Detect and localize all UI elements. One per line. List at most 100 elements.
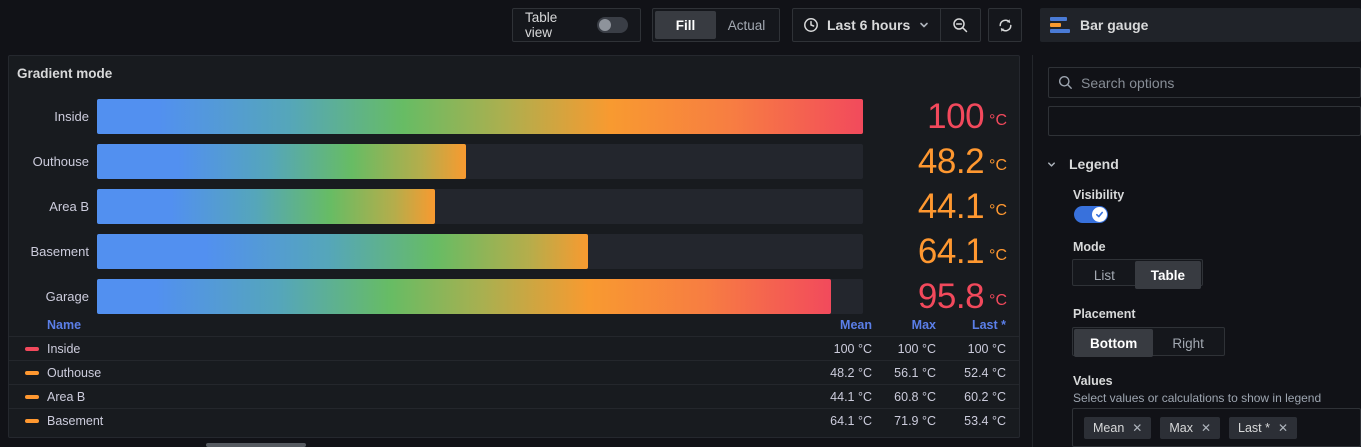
- bar-value: 95.8 °C: [863, 276, 1007, 316]
- series-name[interactable]: Basement: [47, 413, 104, 428]
- legend-column-header[interactable]: Max: [911, 318, 936, 332]
- search-icon: [1059, 76, 1072, 89]
- table-view-toggle[interactable]: [596, 17, 628, 33]
- refresh-icon: [998, 18, 1012, 32]
- bar-gauge-row: Basement 64.1 °C: [9, 231, 1019, 271]
- bar-gauge-panel: Gradient mode Inside 100 °C Outhouse 48.2 °C A…: [8, 55, 1020, 438]
- zoom-out-icon: [953, 17, 968, 32]
- legend-table-row: Area B 44.1 °C 60.8 °C 60.2 °C: [9, 384, 1019, 408]
- fill-button[interactable]: Fill: [655, 11, 716, 39]
- remove-icon[interactable]: ✕: [1132, 420, 1143, 435]
- tag-label: Max: [1169, 420, 1193, 435]
- bar-fill: [97, 99, 863, 134]
- legend-table-row: Basement 64.1 °C 71.9 °C 53.4 °C: [9, 408, 1019, 432]
- bar-value-number: 48.2: [917, 141, 985, 181]
- bar-fill: [97, 189, 435, 224]
- value-tag-last[interactable]: Last * ✕: [1229, 416, 1298, 439]
- legend-section-title: Legend: [1069, 156, 1119, 172]
- time-range-picker[interactable]: Last 6 hours: [793, 9, 940, 41]
- horizontal-scrollbar[interactable]: [206, 443, 306, 447]
- bar-value: 44.1 °C: [863, 186, 1007, 226]
- series-name[interactable]: Outhouse: [47, 365, 102, 380]
- remove-icon[interactable]: ✕: [1200, 420, 1212, 435]
- legend-cell: 48.2 °C: [830, 365, 872, 380]
- bar-gauge-icon: [1050, 17, 1070, 33]
- bar-value-number: 64.1: [917, 231, 985, 271]
- series-color-dash[interactable]: [25, 346, 39, 351]
- legend-table-row: Inside 100 °C 100 °C 100 °C: [9, 336, 1019, 360]
- bar-fill: [97, 279, 831, 314]
- legend-table: Name Mean Max Last * Inside 100 °C 100 °C 100 …: [9, 314, 1019, 432]
- series-color-dash[interactable]: [25, 394, 39, 399]
- bar-track: [97, 99, 863, 134]
- legend-cell: 71.9 °C: [894, 413, 936, 428]
- value-tag-max[interactable]: Max ✕: [1160, 416, 1221, 439]
- legend-table-header: Name Mean Max Last *: [9, 314, 1019, 336]
- placement-label: Placement: [1073, 307, 1136, 321]
- placement-right-button[interactable]: Right: [1172, 335, 1204, 351]
- bar-label: Garage: [45, 289, 89, 304]
- legend-cell: 56.1 °C: [894, 365, 936, 380]
- bar-value: 64.1 °C: [863, 231, 1007, 271]
- series-color-dash[interactable]: [25, 370, 39, 375]
- legend-cell: 44.1 °C: [830, 389, 872, 404]
- bar-value: 48.2 °C: [863, 141, 1007, 181]
- refresh-button[interactable]: [988, 8, 1022, 42]
- mode-list-button[interactable]: List: [1093, 267, 1115, 283]
- bar-value: 100 °C: [863, 97, 1007, 136]
- table-view-control[interactable]: Table view: [512, 8, 641, 42]
- legend-column-header[interactable]: Name: [47, 318, 82, 332]
- values-multiselect[interactable]: Mean ✕ Max ✕ Last * ✕: [1072, 408, 1361, 447]
- values-label: Values: [1073, 374, 1113, 388]
- panel-title[interactable]: Gradient mode: [17, 66, 113, 81]
- table-view-label: Table view: [525, 10, 558, 40]
- legend-cell: 60.8 °C: [894, 389, 936, 404]
- bar-value-unit: °C: [989, 201, 1007, 219]
- legend-column-header[interactable]: Mean: [840, 318, 872, 332]
- chevron-down-icon: [1048, 161, 1055, 167]
- series-name[interactable]: Inside: [47, 341, 81, 356]
- search-input[interactable]: [1081, 74, 1351, 91]
- bar-gauge-row: Area B 44.1 °C: [9, 186, 1019, 226]
- options-search[interactable]: [1048, 67, 1361, 98]
- legend-section-header[interactable]: Legend: [1046, 156, 1119, 172]
- bar-value-unit: °C: [989, 291, 1007, 309]
- visualization-name: Bar gauge: [1080, 17, 1149, 33]
- legend-cell: 60.2 °C: [964, 389, 1006, 404]
- visibility-toggle[interactable]: [1074, 206, 1108, 223]
- check-icon: [1095, 211, 1104, 218]
- series-name[interactable]: Area B: [47, 389, 86, 404]
- tag-label: Mean: [1093, 420, 1125, 435]
- bar-label: Outhouse: [32, 154, 89, 169]
- chevron-down-icon: [920, 22, 929, 28]
- bar-gauge-row: Outhouse 48.2 °C: [9, 141, 1019, 181]
- bar-value-unit: °C: [989, 156, 1007, 174]
- toggle-knob: [1092, 207, 1107, 222]
- actual-button[interactable]: Actual: [727, 17, 766, 33]
- bar-value-unit: °C: [989, 246, 1007, 264]
- bar-fill: [97, 234, 588, 269]
- mode-table-button[interactable]: Table: [1134, 261, 1201, 289]
- bar-value-number: 44.1: [917, 186, 985, 226]
- tag-label: Last *: [1238, 420, 1270, 435]
- series-color-dash[interactable]: [25, 418, 39, 423]
- placement-bottom-button[interactable]: Bottom: [1074, 329, 1154, 357]
- time-range-label: Last 6 hours: [827, 17, 911, 33]
- bar-value-number: 95.8: [917, 276, 985, 316]
- bar-gauge-row: Garage 95.8 °C: [9, 276, 1019, 316]
- empty-option-field[interactable]: [1048, 106, 1361, 136]
- zoom-out-button[interactable]: [941, 9, 980, 41]
- visualization-picker[interactable]: Bar gauge: [1040, 8, 1361, 42]
- divider: [940, 9, 942, 41]
- legend-cell: 53.4 °C: [964, 413, 1006, 428]
- value-tag-mean[interactable]: Mean ✕: [1084, 416, 1152, 439]
- remove-icon[interactable]: ✕: [1278, 420, 1289, 435]
- values-description: Select values or calculations to show in…: [1073, 391, 1322, 405]
- bar-fill: [97, 144, 466, 179]
- legend-column-header[interactable]: Last *: [971, 318, 1006, 332]
- bar-label: Inside: [54, 109, 89, 124]
- bar-track: [97, 189, 863, 224]
- legend-cell: 100 °C: [897, 341, 936, 356]
- clock-icon: [804, 18, 818, 32]
